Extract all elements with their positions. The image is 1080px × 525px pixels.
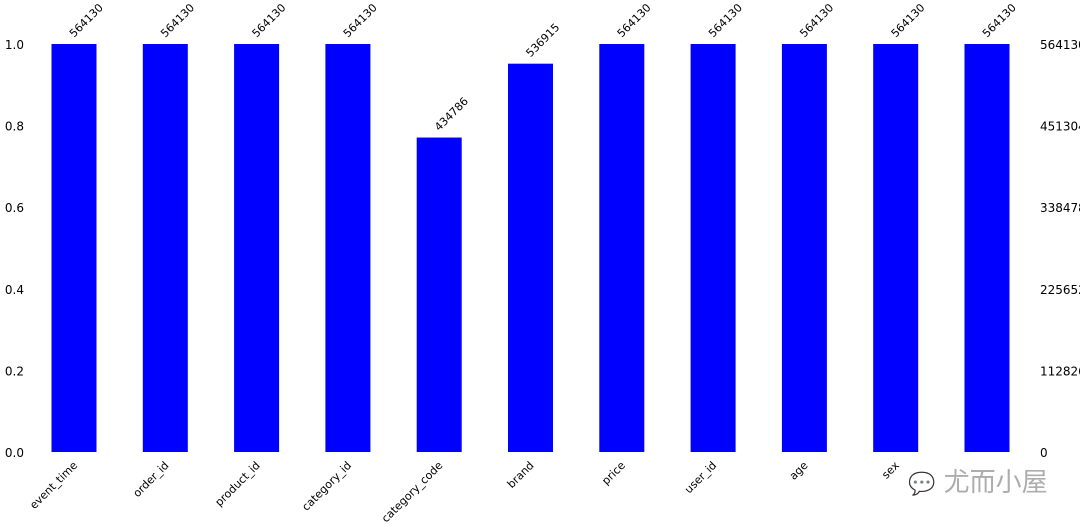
right-tick-label: 225652	[1040, 283, 1080, 297]
bar	[234, 44, 280, 452]
category-label: order_id	[130, 459, 171, 500]
right-tick-label: 564130	[1040, 38, 1080, 52]
category-label: category_code	[379, 459, 445, 525]
left-tick-label: 0.0	[5, 446, 24, 460]
left-tick-label: 0.8	[5, 120, 24, 134]
bar-count-label: 564130	[615, 1, 654, 40]
left-tick-label: 0.6	[5, 201, 24, 215]
bar-count-label: 564130	[706, 1, 745, 40]
category-label: sex	[879, 459, 902, 482]
left-tick-label: 1.0	[5, 38, 24, 52]
watermark-text: 尤而小屋	[943, 468, 1048, 498]
bar	[690, 44, 736, 452]
bar	[416, 137, 462, 452]
bar-count-label: 536915	[523, 21, 562, 60]
bar-count-label: 564130	[250, 1, 289, 40]
right-tick-label: 338478	[1040, 201, 1080, 215]
wechat-icon: 💬	[908, 472, 936, 497]
bar-count-label: 564130	[67, 1, 106, 40]
bar	[325, 44, 371, 452]
watermark: 💬 尤而小屋	[908, 462, 1048, 499]
bar	[873, 44, 919, 452]
bar-count-label: 564130	[158, 1, 197, 40]
left-tick-label: 0.2	[5, 364, 24, 378]
left-tick-label: 0.4	[5, 283, 24, 297]
category-label: product_id	[213, 459, 263, 509]
bar	[964, 44, 1010, 452]
category-label: category_id	[299, 459, 354, 514]
category-label: age	[787, 459, 811, 483]
bar-count-label: 564130	[341, 1, 380, 40]
category-label: brand	[505, 459, 537, 491]
category-label: event_time	[27, 459, 80, 512]
bar	[781, 44, 827, 452]
bar-count-label: 564130	[980, 1, 1019, 40]
right-tick-label: 0	[1040, 446, 1048, 460]
category-label: price	[599, 459, 628, 488]
bar-count-label: 434786	[432, 95, 471, 134]
bar-count-label: 564130	[797, 1, 836, 40]
right-tick-label: 112826	[1040, 364, 1080, 378]
category-label: user_id	[682, 459, 719, 496]
bar	[142, 44, 188, 452]
bar-count-label: 564130	[889, 1, 928, 40]
bar	[51, 44, 97, 452]
bar	[599, 44, 645, 452]
right-tick-label: 451304	[1040, 120, 1080, 134]
bar	[508, 63, 553, 452]
